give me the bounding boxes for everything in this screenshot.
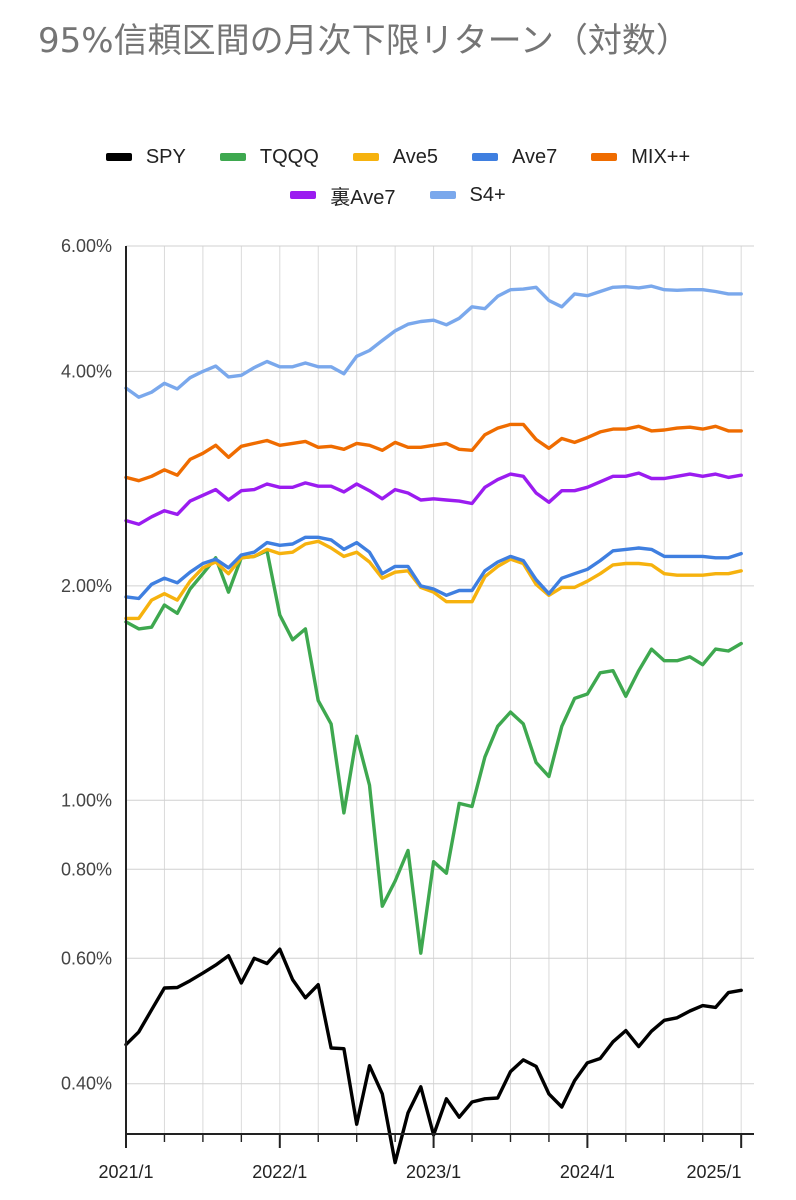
tick-labels: 0.40% 0.60% 0.80% 1.00% 2.00% 4.00% 6.00% 2021/… <box>61 236 742 1182</box>
series-line-ave7 <box>124 471 743 526</box>
legend-label: Ave5 <box>392 145 438 168</box>
y-tick-label: 2.00% <box>61 576 112 596</box>
x-tick-label: 2023/1 <box>406 1162 461 1182</box>
y-tick-label: 6.00% <box>61 236 112 256</box>
x-tick-label: 2025/1 <box>686 1162 741 1182</box>
legend-swatch <box>429 191 456 199</box>
legend-row: 裏Ave7 S4+ <box>40 176 756 214</box>
legend-label: MIX++ <box>631 145 691 168</box>
legend-item-ave7: 裏Ave7 <box>290 181 396 210</box>
legend-label: S4+ <box>469 183 506 206</box>
y-tick-label: 1.00% <box>61 790 112 810</box>
legend-swatch <box>591 153 618 161</box>
chart-title: 95%信頼区間の月次下限リターン（対数） <box>38 21 690 61</box>
grid <box>125 245 754 1134</box>
legend-swatch <box>472 153 498 161</box>
series-line-ave5 <box>124 539 743 621</box>
legend-row: SPY TQQQ Ave5 Ave7 MIX++ <box>40 138 756 176</box>
series-line-s4 <box>124 284 743 399</box>
y-tick-label: 0.60% <box>61 948 112 968</box>
x-tick-label: 2024/1 <box>560 1162 615 1182</box>
axes <box>125 246 754 1148</box>
legend-swatch <box>290 191 317 199</box>
y-tick-label: 0.40% <box>61 1074 112 1094</box>
series-line-ave7 <box>124 535 743 601</box>
legend: SPY TQQQ Ave5 Ave7 MIX++ 裏Ave7 S4+ <box>40 138 756 214</box>
legend-item-s4: S4+ <box>429 183 506 207</box>
legend-label: Ave7 <box>512 145 558 168</box>
series-line-mix <box>124 422 743 483</box>
x-tick-label: 2021/1 <box>98 1162 153 1182</box>
legend-item-ave7: Ave7 <box>472 146 557 169</box>
legend-swatch <box>352 153 379 161</box>
legend-item-spy: SPY <box>105 145 186 169</box>
y-tick-label: 4.00% <box>61 361 112 381</box>
legend-swatch <box>105 153 132 161</box>
series-line-tqqq <box>124 549 743 955</box>
legend-label: 裏Ave7 <box>330 186 396 209</box>
legend-item-tqqq: TQQQ <box>219 145 319 169</box>
series-lines <box>124 284 743 1165</box>
legend-label: SPY <box>145 145 186 168</box>
x-tick-label: 2022/1 <box>252 1162 307 1182</box>
legend-item-ave5: Ave5 <box>352 145 438 169</box>
legend-item-mix: MIX++ <box>591 146 690 169</box>
y-tick-label: 0.80% <box>61 859 112 879</box>
legend-swatch <box>219 153 246 161</box>
legend-label: TQQQ <box>259 145 319 168</box>
